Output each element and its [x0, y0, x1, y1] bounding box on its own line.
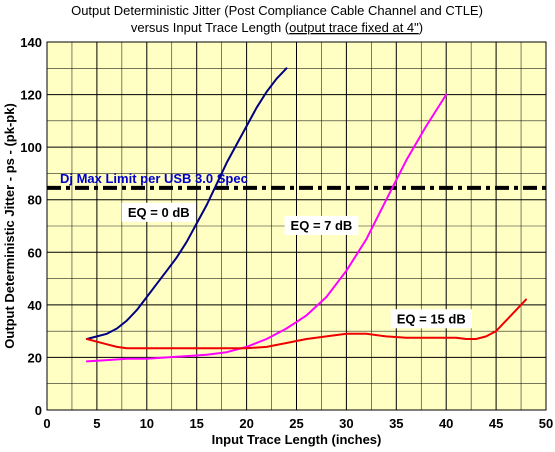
y-tick-label: 60 [28, 245, 42, 260]
chart-subtitle-underlined: output trace fixed at 4" [289, 20, 419, 35]
y-tick-label: 120 [20, 88, 42, 103]
x-tick-label: 5 [93, 416, 100, 431]
y-tick-label: 80 [28, 193, 42, 208]
series-annotation-label: EQ = 7 dB [291, 218, 353, 233]
chart-title: Output Deterministic Jitter (Post Compli… [71, 3, 483, 18]
y-tick-label: 40 [28, 298, 42, 313]
x-tick-label: 30 [339, 416, 353, 431]
chart-subtitle: versus Input Trace Length (output trace … [131, 20, 423, 35]
y-tick-label: 100 [20, 140, 42, 155]
x-tick-label: 10 [140, 416, 154, 431]
x-tick-label: 50 [539, 416, 553, 431]
chart-subtitle-suffix: ) [419, 20, 423, 35]
x-tick-label: 40 [439, 416, 453, 431]
y-tick-label: 0 [35, 403, 42, 418]
x-tick-label: 45 [489, 416, 503, 431]
series-annotation-label: EQ = 0 dB [128, 205, 190, 220]
series-annotation: EQ = 7 dB [285, 216, 359, 235]
x-axis-label: Input Trace Length (inches) [212, 432, 382, 447]
series-annotation-label: EQ = 15 dB [397, 311, 466, 326]
x-tick-label: 20 [239, 416, 253, 431]
series-annotation: EQ = 0 dB [122, 203, 196, 222]
series-annotation: EQ = 15 dB [391, 309, 472, 328]
x-tick-label: 15 [189, 416, 203, 431]
y-tick-label: 140 [20, 35, 42, 50]
x-tick-label: 0 [43, 416, 50, 431]
y-axis-label: Output Deterministic Jitter - ps - (pk-p… [2, 103, 17, 349]
chart-subtitle-prefix: versus Input Trace Length ( [131, 20, 290, 35]
x-tick-label: 25 [289, 416, 303, 431]
x-tick-label: 35 [389, 416, 403, 431]
y-tick-label: 20 [28, 350, 42, 365]
